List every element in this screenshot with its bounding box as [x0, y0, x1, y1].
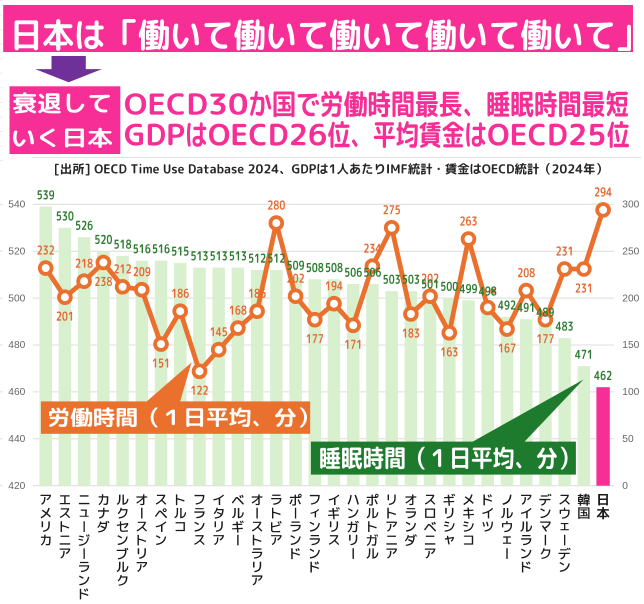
- svg-text:420: 420: [8, 481, 25, 492]
- svg-text:200: 200: [622, 293, 639, 304]
- svg-text:300: 300: [622, 200, 639, 211]
- svg-text:100: 100: [622, 387, 639, 398]
- svg-text:440: 440: [8, 434, 25, 445]
- svg-text:250: 250: [622, 246, 639, 257]
- svg-text:460: 460: [8, 387, 25, 398]
- svg-text:0: 0: [622, 481, 628, 492]
- svg-text:150: 150: [622, 340, 639, 351]
- svg-text:50: 50: [622, 434, 634, 445]
- svg-text:540: 540: [8, 200, 25, 211]
- svg-text:500: 500: [8, 293, 25, 304]
- svg-text:520: 520: [8, 246, 25, 257]
- svg-text:480: 480: [8, 340, 25, 351]
